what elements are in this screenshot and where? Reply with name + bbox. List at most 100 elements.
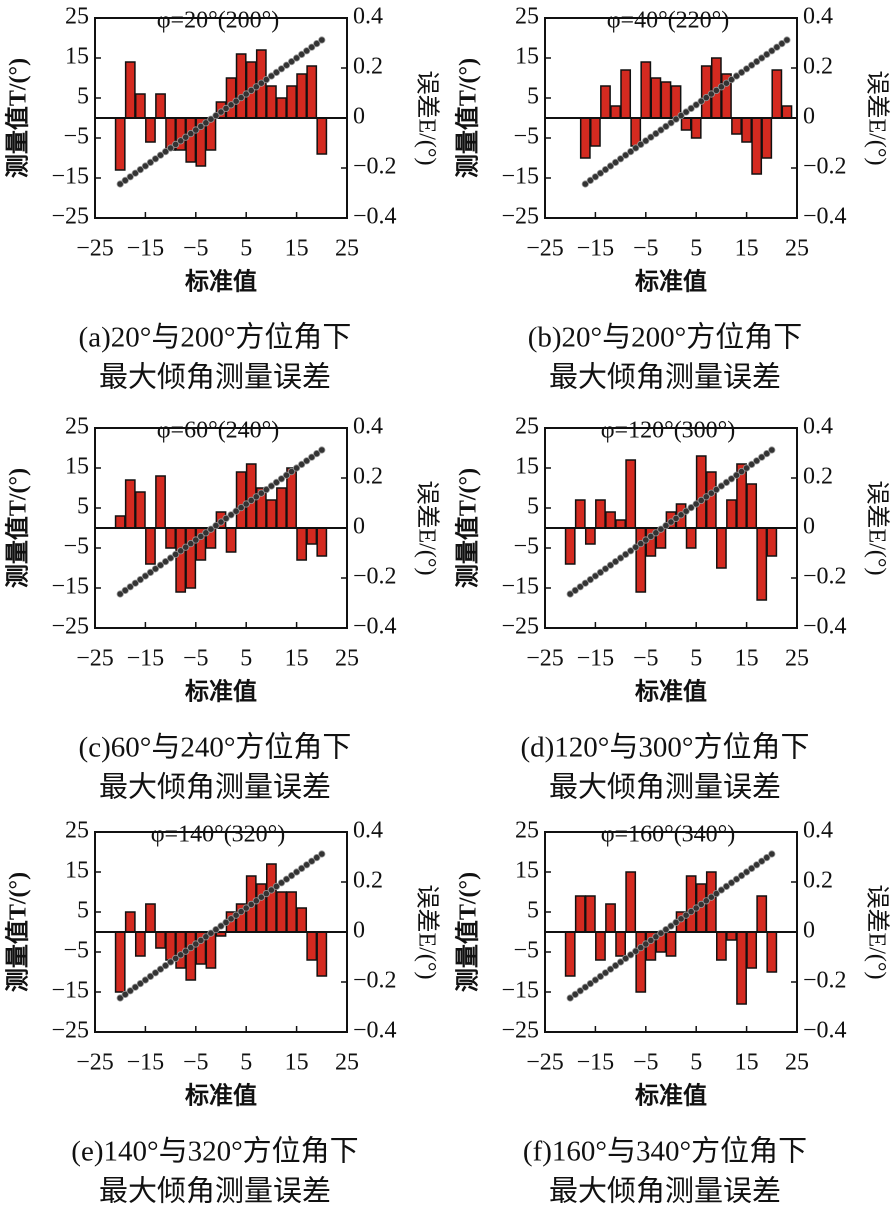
bar xyxy=(766,931,778,973)
x-tick-label: 5 xyxy=(240,236,252,262)
point xyxy=(308,43,316,51)
bar xyxy=(306,527,318,545)
point xyxy=(292,54,301,62)
y2-tick-label: −0.4 xyxy=(803,204,847,230)
point xyxy=(596,169,605,177)
y-tick-label: 5 xyxy=(527,898,539,924)
point xyxy=(187,944,195,952)
point xyxy=(758,857,766,865)
panel: −25 −15 −5 5 15 25 −0.4 −0.2 0 0.2 0.4 −25 −15 −5 5 15 2… xyxy=(454,4,891,394)
panel: −25 −15 −5 5 15 25 −0.4 −0.2 0 0.2 0.4 −25 −15 −5 5 15 2… xyxy=(4,4,441,394)
point xyxy=(298,864,306,873)
bar xyxy=(574,895,586,933)
bar xyxy=(726,499,737,529)
point xyxy=(177,137,185,145)
point xyxy=(758,54,766,62)
point xyxy=(737,467,746,476)
panel: −25 −15 −5 5 15 25 −0.4 −0.2 0 0.2 0.4 −25 −15 −5 5 15 2… xyxy=(454,414,891,804)
point xyxy=(748,61,756,69)
y-tick-label: 5 xyxy=(77,84,89,110)
y-tick-label: 15 xyxy=(65,858,89,884)
point xyxy=(611,158,620,166)
point xyxy=(116,994,124,1002)
y-tick-label: 25 xyxy=(515,818,539,844)
point xyxy=(217,108,225,116)
point xyxy=(763,853,771,862)
bar xyxy=(640,61,652,119)
point xyxy=(707,90,715,98)
bar xyxy=(685,527,697,549)
point xyxy=(303,861,311,869)
bar xyxy=(695,455,707,529)
point xyxy=(212,112,220,120)
caption: 最大倾角测量误差 xyxy=(99,361,331,394)
point xyxy=(642,536,650,544)
bar xyxy=(114,117,126,171)
annotation: φ=60°(240°) xyxy=(157,418,280,444)
y2-axis-label: 误差E/(°) xyxy=(863,885,890,980)
point xyxy=(566,994,574,1002)
point xyxy=(647,133,655,141)
y2-tick-label: 0.2 xyxy=(803,464,833,490)
annotation: φ=140°(320°) xyxy=(151,822,286,848)
point xyxy=(172,140,180,148)
point xyxy=(647,532,655,541)
point xyxy=(242,500,250,508)
y2-tick-label: 0.4 xyxy=(353,4,383,30)
point xyxy=(642,940,650,948)
point xyxy=(707,893,715,901)
point xyxy=(172,954,180,962)
bar xyxy=(235,53,247,119)
point xyxy=(652,933,660,941)
y-tick-label: 5 xyxy=(77,898,89,924)
point xyxy=(303,457,311,465)
point xyxy=(712,486,720,494)
bar xyxy=(124,911,136,933)
bar xyxy=(610,105,621,119)
y2-tick-label: −0.4 xyxy=(803,614,847,640)
y2-tick-label: −0.2 xyxy=(803,154,847,180)
x-tick-label: 25 xyxy=(335,646,359,672)
point xyxy=(277,65,286,73)
point xyxy=(247,86,255,95)
bar xyxy=(225,77,237,119)
point xyxy=(252,83,260,91)
point xyxy=(611,558,620,566)
point xyxy=(277,879,286,887)
y2-tick-label: −0.4 xyxy=(353,1018,397,1044)
point xyxy=(642,137,650,145)
point xyxy=(303,47,311,55)
y2-tick-label: 0.4 xyxy=(353,818,383,844)
point xyxy=(677,511,685,519)
point xyxy=(581,983,589,991)
point xyxy=(136,980,144,988)
point xyxy=(207,115,215,123)
y-tick-label: −5 xyxy=(63,534,89,560)
point xyxy=(722,882,731,891)
panel: −25 −15 −5 5 15 25 −0.4 −0.2 0 0.2 0.4 −25 −15 −5 5 15 2… xyxy=(4,414,441,804)
y2-tick-label: −0.2 xyxy=(803,968,847,994)
point xyxy=(217,518,225,526)
point xyxy=(292,868,301,876)
point xyxy=(677,915,685,923)
bar xyxy=(600,85,611,119)
point xyxy=(682,108,690,116)
bar xyxy=(584,895,596,933)
point xyxy=(753,57,761,66)
point xyxy=(697,496,705,505)
y-tick-label: −5 xyxy=(63,938,89,964)
point xyxy=(197,532,205,541)
point xyxy=(581,180,589,188)
bar xyxy=(705,471,717,529)
point xyxy=(652,130,660,138)
y2-axis-label: 误差E/(°) xyxy=(863,71,890,166)
y2-tick-label: −0.2 xyxy=(803,564,847,590)
point xyxy=(262,76,270,84)
point xyxy=(748,864,756,873)
bar xyxy=(736,931,747,1005)
y-axis-label: 测量值T/(°) xyxy=(4,58,32,178)
point xyxy=(596,972,605,980)
bar xyxy=(595,499,606,529)
bar xyxy=(134,491,146,529)
point xyxy=(126,583,134,591)
